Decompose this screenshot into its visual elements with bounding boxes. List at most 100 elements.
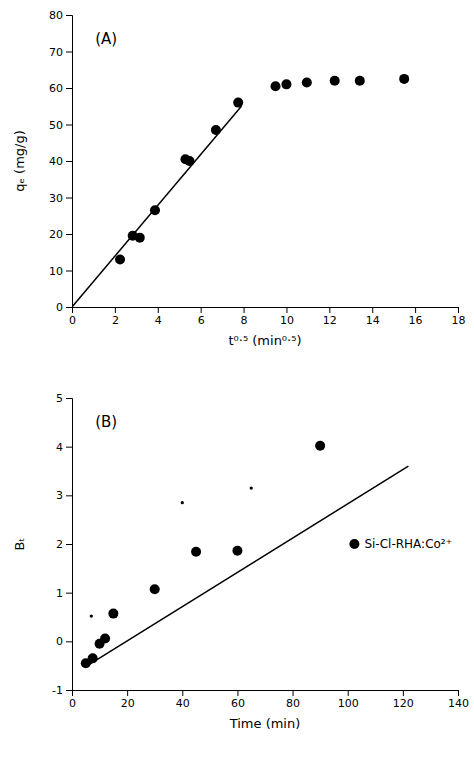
y-tick-label: 70 [49,46,63,59]
legend-label: Si-Cl-RHA:Co²⁺ [364,537,452,551]
x-tick-label: 120 [393,697,414,710]
x-tick-label: 140 [448,697,469,710]
y-tick-label: 40 [49,155,63,168]
y-tick-label: 4 [56,441,63,454]
panel: 020406080100120140-1012345Time (min)Bₜ(B… [12,392,469,731]
x-axis: 020406080100120140 [69,690,469,710]
y-axis-line [66,399,73,691]
plot-area [81,441,409,669]
x-tick: 16 [409,307,423,327]
x-tick-mark [115,307,116,313]
y-tick-label: 80 [49,9,63,22]
x-tick: 8 [241,307,248,327]
y-tick-mark [66,593,72,594]
x-tick-mark [329,307,330,313]
y-tick: 20 [49,228,72,241]
x-tick-label: 8 [241,314,248,327]
data-point [399,74,409,84]
y-tick-label: -1 [52,684,63,697]
x-tick-label: 10 [280,314,294,327]
x-tick-label: 18 [452,314,466,327]
plot-area [72,74,409,307]
data-point [232,546,242,556]
x-tick-label: 100 [338,697,359,710]
y-tick-mark [66,161,72,162]
y-tick: 0 [56,301,72,314]
x-tick-mark [458,690,459,696]
y-axis-title: Bₜ [12,537,27,550]
y-tick-label: 20 [49,228,63,241]
x-tick: 20 [121,690,135,710]
x-tick-label: 14 [366,314,380,327]
x-tick-mark [201,307,202,313]
x-tick: 12 [323,307,337,327]
y-axis: 0 10 20 30 40 50 60 70 80 [49,9,73,314]
y-tick: 70 [49,46,72,59]
legend-item: Si-Cl-RHA:Co²⁺ [349,537,452,551]
panel: 02468101214161801020304050607080t⁰·⁵ (mi… [12,9,466,348]
x-tick: 14 [366,307,380,327]
x-axis: 024681012141618 [69,307,466,327]
data-point [108,609,118,619]
x-axis-line [73,308,459,314]
x-tick-mark [127,690,128,696]
x-tick-mark [403,690,404,696]
x-tick-label: 4 [155,314,162,327]
y-tick-label: 50 [49,119,63,132]
y-axis-line [66,16,73,308]
y-tick-mark [66,15,72,16]
y-tick-mark [66,690,72,691]
y-tick: -1 [52,684,72,697]
y-axis-title: qₑ (mg/g) [12,130,27,192]
y-tick-label: 1 [56,587,63,600]
x-tick: 2 [112,307,119,327]
y-tick-mark [66,125,72,126]
x-tick-mark [458,307,459,313]
y-tick: 40 [49,155,72,168]
chart-canvas: 02468101214161801020304050607080t⁰·⁵ (mi… [0,0,474,765]
y-tick-mark [66,641,72,642]
x-tick: 6 [198,307,205,327]
y-tick: 1 [56,587,72,600]
y-tick: 2 [56,538,72,551]
x-tick-label: 40 [176,697,190,710]
x-tick: 80 [286,690,300,710]
data-point [281,79,291,89]
x-axis-line [73,691,459,697]
y-tick-label: 30 [49,192,63,205]
data-point [90,614,93,617]
x-tick-mark [286,307,287,313]
y-tick-mark [66,198,72,199]
x-tick: 100 [338,690,359,710]
y-tick-label: 2 [56,538,63,551]
x-tick: 140 [448,690,469,710]
data-line [72,106,241,307]
x-tick-mark [372,307,373,313]
data-point [115,255,125,265]
y-tick-mark [66,495,72,496]
y-tick: 30 [49,192,72,205]
y-tick-mark [66,234,72,235]
y-tick-label: 0 [56,635,63,648]
x-tick-mark [158,307,159,313]
x-tick-label: 2 [112,314,119,327]
data-point [181,501,184,504]
y-tick-label: 10 [49,265,63,278]
y-tick-mark [66,447,72,448]
x-tick-label: 12 [323,314,337,327]
y-tick-mark [66,307,72,308]
legend-marker [349,539,359,549]
y-tick: 4 [56,441,72,454]
data-point [315,441,325,451]
x-tick: 18 [452,307,466,327]
y-tick: 60 [49,82,72,95]
data-point [150,584,160,594]
x-tick-mark [415,307,416,313]
x-tick-mark [237,690,238,696]
data-point [135,233,145,243]
x-tick-mark [348,690,349,696]
data-point [271,81,281,91]
panel-label: (B) [95,413,117,431]
x-tick: 40 [176,690,190,710]
y-tick-mark [66,88,72,89]
